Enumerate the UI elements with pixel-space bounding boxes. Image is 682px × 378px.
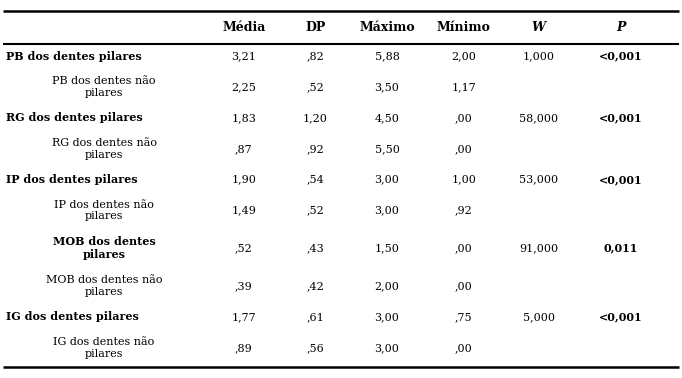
Text: 1,90: 1,90 [231,175,256,184]
Text: PB dos dentes pilares: PB dos dentes pilares [6,51,142,62]
Text: ,52: ,52 [306,206,325,215]
Text: ,56: ,56 [306,343,325,353]
Text: ,52: ,52 [235,243,253,253]
Text: 3,00: 3,00 [374,312,400,322]
Text: RG dos dentes pilares: RG dos dentes pilares [6,112,143,123]
Text: 3,00: 3,00 [374,206,400,215]
Text: 3,50: 3,50 [374,82,400,92]
Text: ,00: ,00 [455,281,473,291]
Text: 1,49: 1,49 [231,206,256,215]
Text: 1,17: 1,17 [451,82,476,92]
Text: 5,000: 5,000 [523,312,554,322]
Text: W: W [532,21,546,34]
Text: ,92: ,92 [306,144,325,154]
Text: MOB dos dentes não
pilares: MOB dos dentes não pilares [46,275,162,297]
Text: Média: Média [222,21,265,34]
Text: RG dos dentes não
pilares: RG dos dentes não pilares [52,138,156,160]
Text: ,89: ,89 [235,343,253,353]
Text: 1,00: 1,00 [451,175,476,184]
Text: Máximo: Máximo [359,21,415,34]
Text: PB dos dentes não
pilares: PB dos dentes não pilares [53,76,155,98]
Text: ,92: ,92 [455,206,473,215]
Text: 2,00: 2,00 [451,51,476,61]
Text: IG dos dentes não
pilares: IG dos dentes não pilares [53,337,155,359]
Text: 3,00: 3,00 [374,175,400,184]
Text: 58,000: 58,000 [519,113,559,123]
Text: 1,000: 1,000 [523,51,554,61]
Text: 2,25: 2,25 [231,82,256,92]
Text: ,00: ,00 [455,144,473,154]
Text: 1,83: 1,83 [231,113,256,123]
Text: ,00: ,00 [455,343,473,353]
Text: 1,20: 1,20 [303,113,328,123]
Text: ,52: ,52 [306,82,325,92]
Text: 2,00: 2,00 [374,281,400,291]
Text: ,61: ,61 [306,312,325,322]
Text: 0,011: 0,011 [604,243,638,254]
Text: 5,50: 5,50 [374,144,400,154]
Text: ,00: ,00 [455,113,473,123]
Text: 91,000: 91,000 [519,243,559,253]
Text: P: P [616,21,625,34]
Text: <0,001: <0,001 [599,51,642,62]
Text: Mínimo: Mínimo [437,21,490,34]
Text: MOB dos dentes
pilares: MOB dos dentes pilares [53,236,155,260]
Text: 1,50: 1,50 [374,243,400,253]
Text: 53,000: 53,000 [519,175,559,184]
Text: IP dos dentes pilares: IP dos dentes pilares [6,174,138,185]
Text: DP: DP [306,21,325,34]
Text: ,75: ,75 [455,312,473,322]
Text: 3,21: 3,21 [231,51,256,61]
Text: 3,00: 3,00 [374,343,400,353]
Text: ,00: ,00 [455,243,473,253]
Text: <0,001: <0,001 [599,311,642,322]
Text: ,39: ,39 [235,281,253,291]
Text: ,43: ,43 [306,243,325,253]
Text: ,42: ,42 [306,281,325,291]
Text: 5,88: 5,88 [374,51,400,61]
Text: <0,001: <0,001 [599,174,642,185]
Text: ,82: ,82 [306,51,325,61]
Text: ,54: ,54 [306,175,325,184]
Text: 1,77: 1,77 [231,312,256,322]
Text: ,87: ,87 [235,144,252,154]
Text: IG dos dentes pilares: IG dos dentes pilares [6,311,139,322]
Text: IP dos dentes não
pilares: IP dos dentes não pilares [54,200,154,221]
Text: <0,001: <0,001 [599,112,642,123]
Text: 4,50: 4,50 [374,113,400,123]
